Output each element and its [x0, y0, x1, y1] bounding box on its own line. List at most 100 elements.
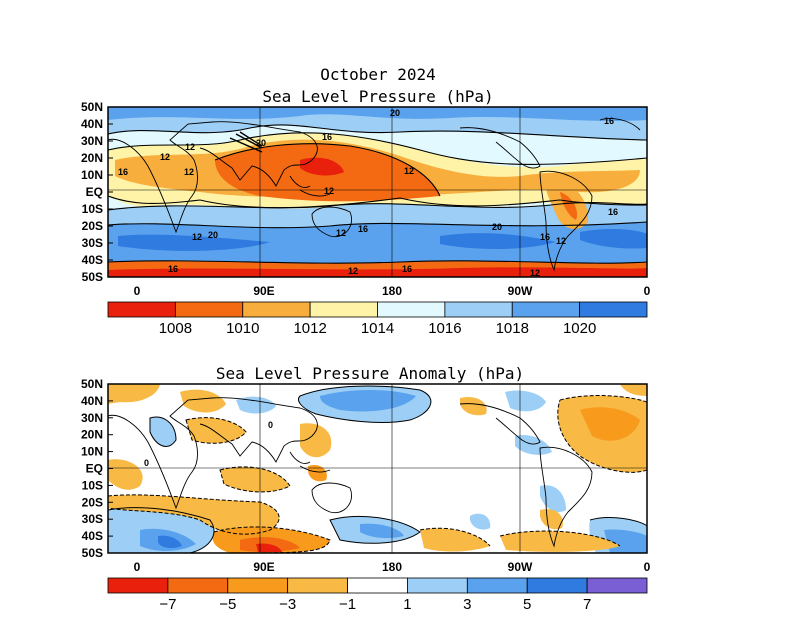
colorbar-label: 7	[583, 596, 591, 613]
lat-tick-label: 40N	[81, 117, 103, 131]
colorbar-swatch	[377, 301, 446, 318]
colorbar-swatch	[227, 577, 289, 594]
colorbar-label: 1016	[428, 320, 461, 337]
contour-label: 0	[144, 458, 149, 468]
contour-label: 16	[118, 167, 128, 177]
contour-label: 20	[492, 222, 502, 232]
colorbar-swatch	[309, 301, 378, 318]
slp-title-line2: Sea Level Pressure (hPa)	[262, 87, 493, 106]
lat-tick-label: EQ	[86, 185, 103, 199]
slp-lat-axis: 50N 40N 30N 20N 10N EQ 10S 20S 30S 40S 50S	[81, 100, 113, 284]
colorbar-swatch	[242, 301, 311, 318]
contour-label: 16	[402, 264, 412, 274]
contour-label: 12	[184, 167, 194, 177]
colorbar-label: −7	[159, 596, 176, 613]
contour-label: 12	[404, 166, 414, 176]
slp-anomaly-panel: Sea Level Pressure Anomaly (hPa)	[81, 364, 651, 613]
lat-tick-label: 50N	[81, 377, 103, 391]
colorbar-swatch	[579, 301, 648, 318]
colorbar-label: 1	[403, 596, 411, 613]
contour-label: 16	[358, 224, 368, 234]
anomaly-map: 0 0	[108, 384, 647, 553]
lon-tick-label: 180	[382, 284, 402, 298]
colorbar-swatch	[287, 577, 348, 594]
contour-label: 12	[348, 266, 358, 276]
contour-label: 16	[540, 232, 550, 242]
contour-label: 12	[556, 236, 566, 246]
lon-tick-label: 90W	[508, 284, 533, 298]
slp-panel: October 2024 Sea Level Pressure (hPa)	[81, 65, 651, 337]
colorbar-label: 1012	[293, 320, 326, 337]
contour-label: 12	[192, 232, 202, 242]
colorbar-label: −3	[279, 596, 296, 613]
lat-tick-label: 10N	[81, 168, 103, 182]
colorbar-label: 1018	[496, 320, 529, 337]
lon-tick-label: 0	[134, 284, 141, 298]
lat-tick-label: 30S	[82, 512, 103, 526]
lat-tick-label: 10N	[81, 445, 103, 459]
contour-label: 12	[160, 152, 170, 162]
lat-tick-label: 20N	[81, 151, 103, 165]
anomaly-title: Sea Level Pressure Anomaly (hPa)	[216, 364, 524, 383]
slp-colorbar: 1008 1010 1012 1014 1016 1018 1020	[107, 301, 648, 337]
colorbar-swatch	[107, 301, 176, 318]
lat-tick-label: EQ	[86, 462, 103, 476]
lon-tick-label: 0	[644, 560, 651, 574]
lat-tick-label: 40N	[81, 394, 103, 408]
colorbar-swatch	[107, 577, 169, 594]
lat-tick-label: 40S	[82, 253, 103, 267]
colorbar-swatch	[407, 577, 468, 594]
anomaly-lat-axis: 50N 40N 30N 20N 10N EQ 10S 20S 30S 40S 50S	[81, 377, 113, 560]
contour-label: 20	[256, 138, 266, 148]
contour-label: 20	[208, 230, 218, 240]
colorbar-label: 3	[463, 596, 471, 613]
lat-tick-label: 30N	[81, 411, 103, 425]
slp-lon-axis: 0 90E 180 90W 0	[134, 284, 651, 298]
lat-tick-label: 50S	[82, 270, 103, 284]
colorbar-label: 1010	[226, 320, 259, 337]
colorbar-swatch	[174, 301, 244, 318]
contour-label: 16	[322, 132, 332, 142]
lat-tick-label: 50S	[82, 546, 103, 560]
anomaly-colorbar: −7 −5 −3 −1 1 3 5 7	[107, 577, 648, 613]
lat-tick-label: 40S	[82, 529, 103, 543]
lat-tick-label: 30N	[81, 134, 103, 148]
colorbar-swatch	[167, 577, 229, 594]
lon-tick-label: 90E	[253, 560, 274, 574]
contour-label: 16	[608, 207, 618, 217]
colorbar-swatch	[526, 577, 588, 594]
colorbar-label: 5	[523, 596, 531, 613]
colorbar-label: −5	[219, 596, 236, 613]
lon-tick-label: 90E	[253, 284, 274, 298]
lat-tick-label: 50N	[81, 100, 103, 114]
colorbar-label: 1008	[159, 320, 192, 337]
lat-tick-label: 30S	[82, 236, 103, 250]
colorbar-swatch	[586, 577, 648, 594]
colorbar-label: −1	[339, 596, 356, 613]
contour-label: 0	[268, 420, 273, 430]
contour-label: 16	[168, 264, 178, 274]
contour-label: 12	[324, 186, 334, 196]
colorbar-label: 1014	[361, 320, 394, 337]
lon-tick-label: 180	[382, 560, 402, 574]
slp-contour-labels: 12 16 12 12 20 12 16 12 16 16 16 12 20 1…	[118, 108, 618, 277]
lat-tick-label: 10S	[82, 478, 103, 492]
colorbar-label: 1020	[563, 320, 596, 337]
lon-tick-label: 90W	[508, 560, 533, 574]
anomaly-contour-labels: 0 0	[144, 420, 273, 468]
anomaly-lon-axis: 0 90E 180 90W 0	[134, 560, 651, 574]
lon-tick-label: 0	[134, 560, 141, 574]
lon-tick-label: 0	[644, 284, 651, 298]
contour-label: 16	[604, 116, 614, 126]
contour-label: 12	[185, 142, 195, 152]
colorbar-swatch	[347, 577, 408, 594]
lat-tick-label: 20S	[82, 495, 103, 509]
colorbar-swatch	[466, 577, 528, 594]
slp-title-line1: October 2024	[320, 65, 436, 84]
lat-tick-label: 20S	[82, 219, 103, 233]
contour-label: 12	[336, 228, 346, 238]
colorbar-swatch	[511, 301, 581, 318]
contour-label: 20	[390, 108, 400, 118]
colorbar-swatch	[444, 301, 513, 318]
